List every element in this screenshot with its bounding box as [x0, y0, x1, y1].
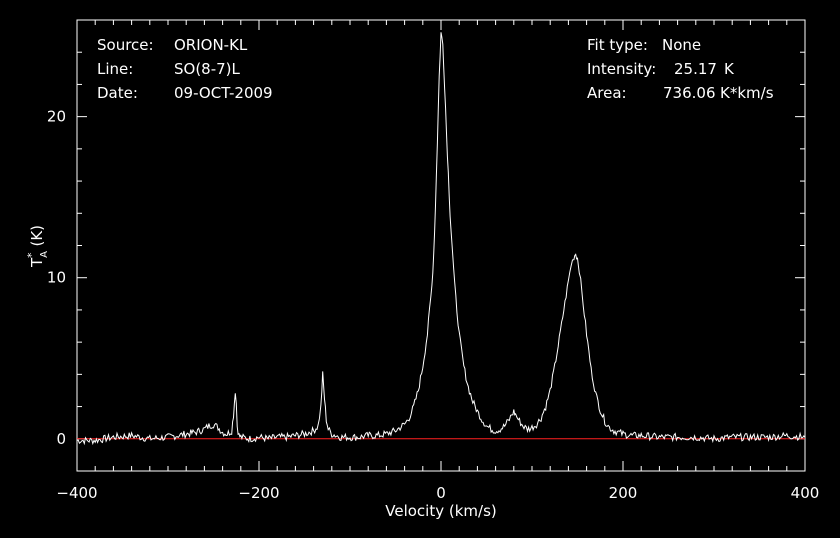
source-value: ORION-KL	[174, 36, 248, 54]
area-value: 736.06	[663, 84, 716, 102]
y-tick-label: 10	[47, 269, 66, 287]
source-key: Source:	[97, 36, 154, 54]
header-right: Fit type: None Intensity: 25.17 K Area: …	[587, 36, 774, 102]
y-tick-label: 20	[47, 108, 66, 126]
y-axis-label: TA* (K)	[25, 225, 50, 268]
svg-text:TA*(K): TA* (K)	[25, 225, 50, 268]
area-unit: K*km/s	[720, 84, 774, 102]
date-key: Date:	[97, 84, 138, 102]
y-axis-label-sup: *	[25, 252, 38, 258]
y-tick-label: 0	[56, 430, 66, 448]
line-value: SO(8-7)L	[174, 60, 241, 78]
fit-type-key: Fit type:	[587, 36, 648, 54]
line-key: Line:	[97, 60, 133, 78]
x-tick-label: −200	[238, 484, 279, 502]
y-axis-label-unit: (K)	[28, 225, 46, 247]
fit-type-value: None	[662, 36, 701, 54]
y-axis-label-main: T	[28, 257, 46, 268]
axis-tick-labels: −400 −200 0 200 400 0 10 20	[47, 108, 819, 502]
intensity-key: Intensity:	[587, 60, 656, 78]
x-tick-label: 400	[791, 484, 820, 502]
x-axis-label: Velocity (km/s)	[385, 502, 496, 520]
x-tick-label: 0	[436, 484, 446, 502]
y-axis-label-sub: A	[39, 251, 50, 258]
date-value: 09-OCT-2009	[174, 84, 273, 102]
spectrum-trace	[76, 32, 806, 446]
x-tick-label: −400	[56, 484, 97, 502]
intensity-value: 25.17	[674, 60, 717, 78]
x-tick-label: 200	[609, 484, 638, 502]
header-left: Source: ORION-KL Line: SO(8-7)L Date: 09…	[97, 36, 273, 102]
axis-ticks	[76, 19, 806, 472]
area-key: Area:	[587, 84, 627, 102]
intensity-unit: K	[724, 60, 735, 78]
